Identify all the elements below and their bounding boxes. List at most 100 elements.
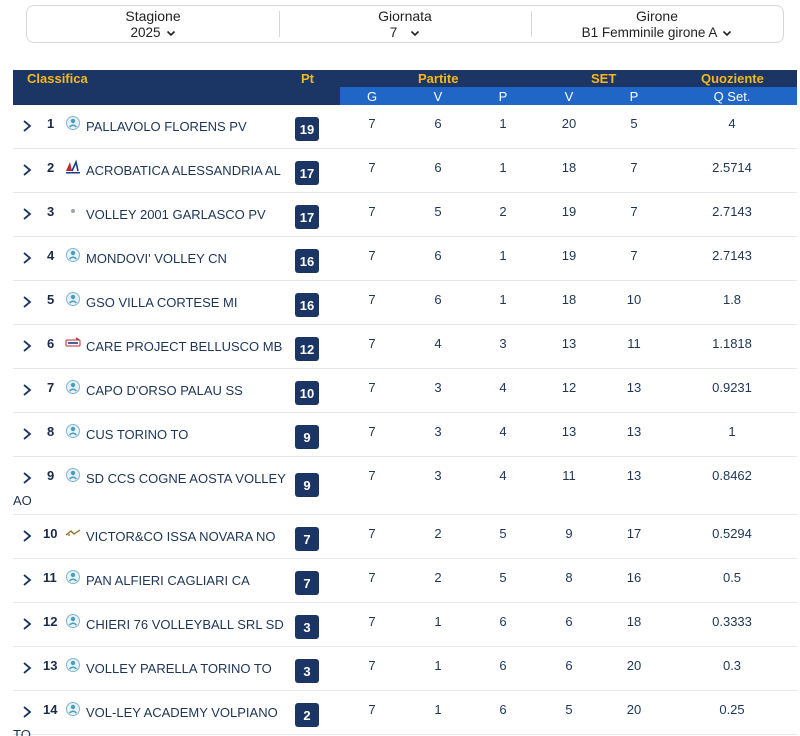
table-row[interactable]: 1 PALLAVOLO FLORENS PV 19 7 6 1 20 5 4: [13, 105, 797, 149]
points-badge: 17: [295, 161, 319, 185]
cell-sv: 19: [561, 204, 577, 219]
header-p: P: [498, 89, 508, 104]
chevron-right-icon[interactable]: [21, 529, 33, 543]
table-row[interactable]: 9 SD CCS COGNE AOSTA VOLLEY AO 9 7 3 4 11 13 0.8…: [13, 457, 797, 515]
standings-table-header: Classifica Pt Partite SET Quoziente G V …: [13, 70, 797, 105]
row-position: 9: [47, 468, 55, 483]
chevron-right-icon[interactable]: [21, 251, 33, 265]
points-badge: 19: [295, 117, 319, 141]
chevron-down-icon: [411, 30, 420, 36]
stagione-select[interactable]: Stagione 2025: [27, 6, 279, 42]
cell-q: 0.9231: [712, 380, 752, 395]
cell-sp: 13: [626, 424, 642, 439]
header-v: V: [433, 89, 443, 104]
chevron-right-icon[interactable]: [21, 339, 33, 353]
chevron-right-icon[interactable]: [21, 427, 33, 441]
table-row[interactable]: 5 GSO VILLA CORTESE MI 16 7 6 1 18 10 1.8: [13, 281, 797, 325]
table-row[interactable]: 14 VOL-LEY ACADEMY VOLPIANO TO 2 7 1 6 5 20 0.25: [13, 691, 797, 736]
team-name[interactable]: ACROBATICA ALESSANDRIA AL: [86, 163, 281, 178]
cell-p: 1: [499, 116, 507, 131]
volley-logo-icon: [65, 291, 81, 307]
cell-sv: 11: [562, 468, 576, 483]
cell-p: 2: [499, 204, 507, 219]
team-name[interactable]: VOLLEY 2001 GARLASCO PV: [86, 207, 266, 222]
cell-v: 5: [434, 204, 442, 219]
stagione-label: Stagione: [125, 7, 181, 24]
cell-sv: 12: [561, 380, 577, 395]
standings-table-body: 1 PALLAVOLO FLORENS PV 19 7 6 1 20 5 4 2 ACROBATIC…: [13, 105, 797, 736]
cell-sp: 10: [626, 292, 642, 307]
cell-v: 4: [434, 336, 442, 351]
cell-q: 0.3: [722, 658, 742, 673]
giornata-select[interactable]: Giornata 7: [279, 6, 531, 42]
chevron-right-icon[interactable]: [21, 573, 33, 587]
table-row[interactable]: 6 CARE PROJECT BELLUSCO MB 12 7 4 3 13 11 1.1818: [13, 325, 797, 369]
points-badge: 16: [295, 249, 319, 273]
chevron-right-icon[interactable]: [21, 119, 33, 133]
cell-sv: 20: [561, 116, 577, 131]
cell-g: 7: [368, 614, 376, 629]
row-position: 14: [43, 702, 58, 717]
team-name[interactable]: CAPO D'ORSO PALAU SS: [86, 383, 243, 398]
chevron-right-icon[interactable]: [21, 705, 33, 719]
girone-select[interactable]: Girone B1 Femminile girone A: [531, 6, 783, 42]
row-position: 4: [47, 248, 55, 263]
team-name[interactable]: GSO VILLA CORTESE MI: [86, 295, 238, 310]
cell-sp: 7: [630, 160, 638, 175]
table-row[interactable]: 3 VOLLEY 2001 GARLASCO PV 17 7 5 2 19 7 2.7143: [13, 193, 797, 237]
header-set-p: P: [629, 89, 639, 104]
team-name[interactable]: CHIERI 76 VOLLEYBALL SRL SD: [86, 617, 284, 632]
cell-p: 4: [499, 468, 507, 483]
header-pt: Pt: [301, 71, 314, 86]
cell-q: 0.25: [719, 702, 745, 717]
chevron-right-icon[interactable]: [21, 207, 33, 221]
table-row[interactable]: 8 CUS TORINO TO 9 7 3 4 13 13 1: [13, 413, 797, 457]
cell-p: 6: [499, 614, 507, 629]
team-name[interactable]: VOL-LEY ACADEMY VOLPIANO TO: [13, 705, 278, 736]
header-set: SET: [591, 71, 617, 86]
points-badge: 17: [295, 205, 319, 229]
row-position: 11: [43, 570, 57, 585]
giornata-label: Giornata: [378, 7, 432, 24]
girone-label: Girone: [635, 7, 679, 24]
chevron-right-icon[interactable]: [21, 163, 33, 177]
stagione-value-wrap: 2025: [130, 25, 175, 41]
cell-q: 2.5714: [712, 160, 752, 175]
team-name[interactable]: CUS TORINO TO: [86, 427, 189, 442]
chevron-right-icon[interactable]: [21, 295, 33, 309]
team-name[interactable]: CARE PROJECT BELLUSCO MB: [86, 339, 283, 354]
table-row[interactable]: 10 VICTOR&CO ISSA NOVARA NO 7 7 2 5 9 17 0.5294: [13, 515, 797, 559]
giornata-value: 7: [389, 24, 398, 40]
chevron-right-icon[interactable]: [21, 617, 33, 631]
team-name[interactable]: VOLLEY PARELLA TORINO TO: [86, 661, 272, 676]
chevron-right-icon[interactable]: [21, 471, 33, 485]
cell-g: 7: [368, 248, 376, 263]
table-row[interactable]: 7 CAPO D'ORSO PALAU SS 10 7 3 4 12 13 0.9231: [13, 369, 797, 413]
chevron-right-icon[interactable]: [21, 383, 33, 397]
cell-q: 2.7143: [712, 204, 752, 219]
volley-logo-icon: [65, 701, 81, 717]
team-name[interactable]: MONDOVI' VOLLEY CN: [86, 251, 227, 266]
table-row[interactable]: 2 ACROBATICA ALESSANDRIA AL 17 7 6 1 18 7 2.5714: [13, 149, 797, 193]
table-row[interactable]: 12 CHIERI 76 VOLLEYBALL SRL SD 3 7 1 6 6 18 0.33…: [13, 603, 797, 647]
table-row[interactable]: 4 MONDOVI' VOLLEY CN 16 7 6 1 19 7 2.7143: [13, 237, 797, 281]
table-row[interactable]: 13 VOLLEY PARELLA TORINO TO 3 7 1 6 6 20 0.3: [13, 647, 797, 691]
cell-sp: 5: [630, 116, 638, 131]
cell-sv: 18: [561, 292, 577, 307]
acrobatica-logo-icon: [65, 159, 81, 175]
girone-value: B1 Femminile girone A: [581, 24, 718, 40]
team-name[interactable]: VICTOR&CO ISSA NOVARA NO: [86, 529, 276, 544]
chevron-right-icon[interactable]: [21, 661, 33, 675]
cell-q: 1.8: [722, 292, 742, 307]
cell-q: 0.8462: [712, 468, 752, 483]
cell-v: 6: [434, 248, 442, 263]
cell-sv: 18: [561, 160, 577, 175]
team-name[interactable]: PALLAVOLO FLORENS PV: [86, 119, 247, 134]
care-logo-icon: [65, 335, 81, 351]
cell-g: 7: [368, 570, 376, 585]
volley-logo-icon: [65, 247, 81, 263]
team-name[interactable]: PAN ALFIERI CAGLIARI CA: [86, 573, 250, 588]
team-name[interactable]: SD CCS COGNE AOSTA VOLLEY AO: [13, 471, 286, 508]
table-row[interactable]: 11 PAN ALFIERI CAGLIARI CA 7 7 2 5 8 16 0.5: [13, 559, 797, 603]
points-badge: 16: [295, 293, 319, 317]
